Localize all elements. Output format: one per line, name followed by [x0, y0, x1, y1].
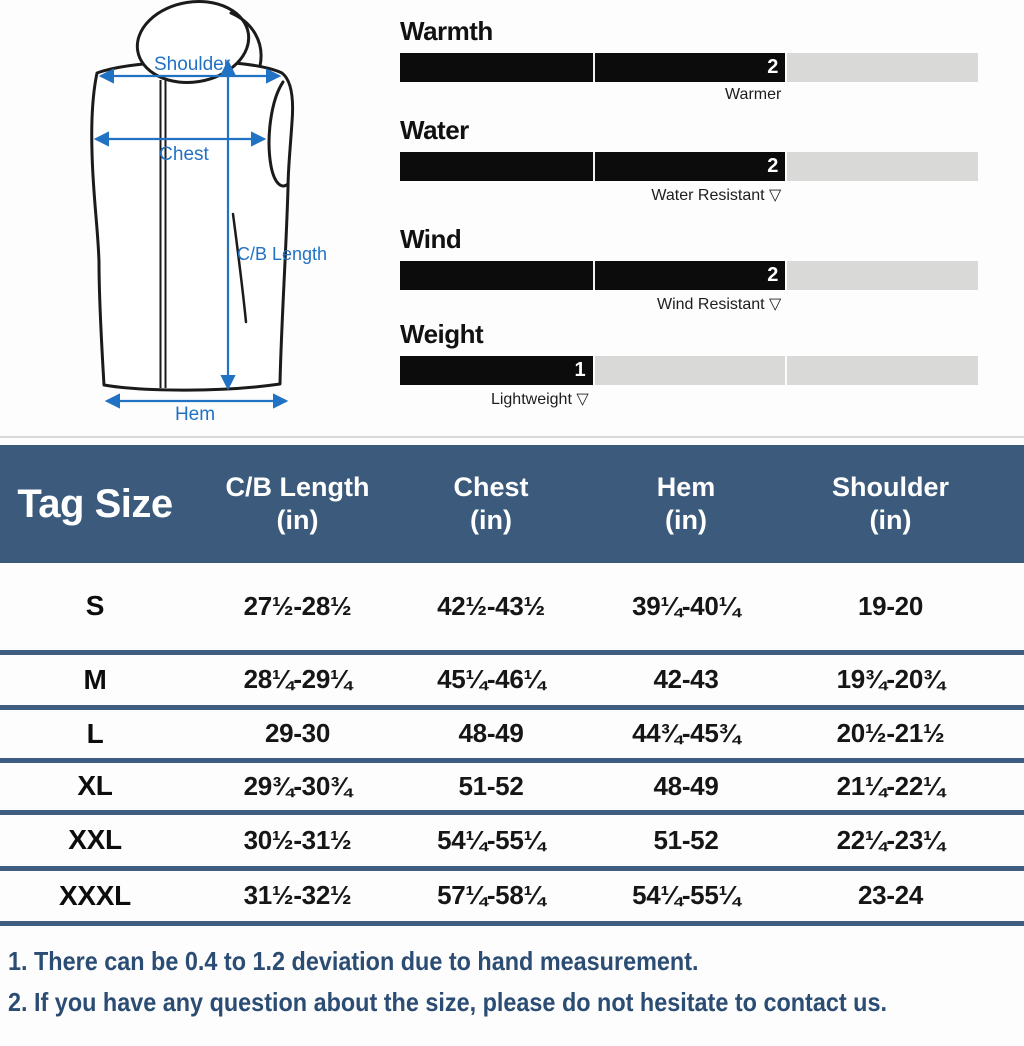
rating-water-title: Water: [400, 115, 469, 145]
cb-length-label: C/B Length: [237, 244, 327, 264]
shoulder-cell: 21¼-22¼: [795, 760, 1024, 815]
hem-cell: 54¼-55¼: [577, 868, 795, 926]
rating-water-caption: Water Resistant ▽: [651, 187, 782, 204]
footer-notes: 1. There can be 0.4 to 1.2 deviation due…: [0, 926, 1024, 1023]
chest-cell: 51-52: [405, 760, 577, 815]
bar-segment-divider: [785, 53, 788, 82]
col-header-cb-length: C/B Length (in): [190, 445, 405, 563]
size-cell: XXXL: [0, 868, 190, 926]
size-cell: XXL: [0, 812, 190, 871]
table-row-s: S 27½-28½ 42½-43½ 39¼-40¼ 19-20: [0, 563, 1024, 655]
col-header-shoulder: Shoulder (in): [795, 445, 1024, 563]
cb-length-cell: 31½-32½: [190, 868, 405, 926]
vest-diagram-svg: Shoulder Chest C/B Length Hem: [90, 0, 327, 425]
hem-cell: 44¾-45¾: [577, 707, 795, 763]
shoulder-cell: 19¾-20¾: [795, 652, 1024, 710]
rating-warmth-caption: Warmer: [725, 86, 782, 103]
rating-wind-title: Wind: [400, 224, 462, 254]
chest-cell: 45¼-46¼: [405, 652, 577, 710]
rating-weight-caption: Lightweight ▽: [490, 391, 589, 408]
shoulder-cell: 19-20: [795, 563, 1024, 655]
vest-hood-back-flap: [229, 11, 263, 68]
size-cell: M: [0, 652, 190, 710]
rating-water-bar: 2: [400, 152, 978, 181]
bar-segment-divider: [592, 53, 595, 82]
table-row-xxxl: XXXL 31½-32½ 57¼-58¼ 54¼-55¼ 23-24: [0, 868, 1024, 926]
rating-warmth-title: Warmth: [400, 16, 493, 46]
hem-cell: 42-43: [577, 652, 795, 710]
hem-cell: 48-49: [577, 760, 795, 815]
bar-segment-divider: [592, 356, 595, 385]
size-table-header: Tag Size C/B Length (in) Chest (in) Hem …: [0, 445, 1024, 563]
size-cell: L: [0, 707, 190, 763]
rating-warmth-bar: 2: [400, 53, 978, 82]
bar-segment-divider: [785, 261, 788, 290]
hem-cell: 39¼-40¼: [577, 563, 795, 655]
cb-length-cell: 29-30: [190, 707, 405, 763]
shoulder-cell: 20½-21½: [795, 707, 1024, 763]
note-1: 1. There can be 0.4 to 1.2 deviation due…: [8, 945, 699, 976]
hem-cell: 51-52: [577, 812, 795, 871]
rating-wind-value: 2: [767, 264, 779, 286]
rating-wind: Wind 2 Wind Resistant ▽: [400, 224, 978, 314]
cb-length-cell: 27½-28½: [190, 563, 405, 655]
cb-length-cell: 30½-31½: [190, 812, 405, 871]
vest-body-outline: [90, 59, 295, 392]
rating-wind-caption: Wind Resistant ▽: [656, 296, 782, 313]
chest-cell: 57¼-58¼: [405, 868, 577, 926]
chest-label: Chest: [159, 144, 209, 165]
rating-weight-title: Weight: [400, 319, 484, 349]
rating-weight-value: 1: [574, 359, 586, 381]
top-section: Shoulder Chest C/B Length Hem Warmth 2 W…: [0, 0, 1024, 445]
cb-length-cell: 28¼-29¼: [190, 652, 405, 710]
cb-length-cell: 29¾-30¾: [190, 760, 405, 815]
size-table: Tag Size C/B Length (in) Chest (in) Hem …: [0, 445, 1024, 926]
col-header-chest: Chest (in): [405, 445, 577, 563]
table-row-l: L 29-30 48-49 44¾-45¾ 20½-21½: [0, 707, 1024, 763]
chest-cell: 48-49: [405, 707, 577, 763]
col-header-tag-size: Tag Size: [0, 445, 190, 563]
divider-line: [0, 436, 1024, 438]
vest-armhole-curve: [267, 80, 290, 188]
size-cell: XL: [0, 760, 190, 815]
rating-weight-fill: 1: [400, 356, 593, 385]
size-cell: S: [0, 563, 190, 655]
rating-water: Water 2 Water Resistant ▽: [400, 115, 978, 205]
rating-water-value: 2: [767, 155, 779, 177]
note-2: 2. If you have any question about the si…: [8, 986, 887, 1017]
table-row-m: M 28¼-29¼ 45¼-46¼ 42-43 19¾-20¾: [0, 652, 1024, 710]
rating-weight-bar: 1: [400, 356, 978, 385]
rating-wind-bar: 2: [400, 261, 978, 290]
chest-cell: 54¼-55¼: [405, 812, 577, 871]
bar-segment-divider: [592, 261, 595, 290]
bar-segment-divider: [592, 152, 595, 181]
vest-measurement-diagram: Shoulder Chest C/B Length Hem: [0, 0, 390, 443]
rating-warmth: Warmth 2 Warmer: [400, 16, 978, 104]
rating-weight: Weight 1 Lightweight ▽: [400, 319, 978, 409]
shoulder-cell: 23-24: [795, 868, 1024, 926]
shoulder-label: Shoulder: [154, 54, 231, 75]
table-row-xl: XL 29¾-30¾ 51-52 48-49 21¼-22¼: [0, 760, 1024, 815]
col-header-hem: Hem (in): [577, 445, 795, 563]
bar-segment-divider: [785, 356, 788, 385]
rating-warmth-value: 2: [767, 56, 779, 78]
hem-label: Hem: [175, 404, 215, 425]
ratings-panel: Warmth 2 Warmer Water 2: [400, 0, 978, 440]
bar-segment-divider: [785, 152, 788, 181]
chest-cell: 42½-43½: [405, 563, 577, 655]
table-row-xxl: XXL 30½-31½ 54¼-55¼ 51-52 22¼-23¼: [0, 812, 1024, 871]
shoulder-cell: 22¼-23¼: [795, 812, 1024, 871]
